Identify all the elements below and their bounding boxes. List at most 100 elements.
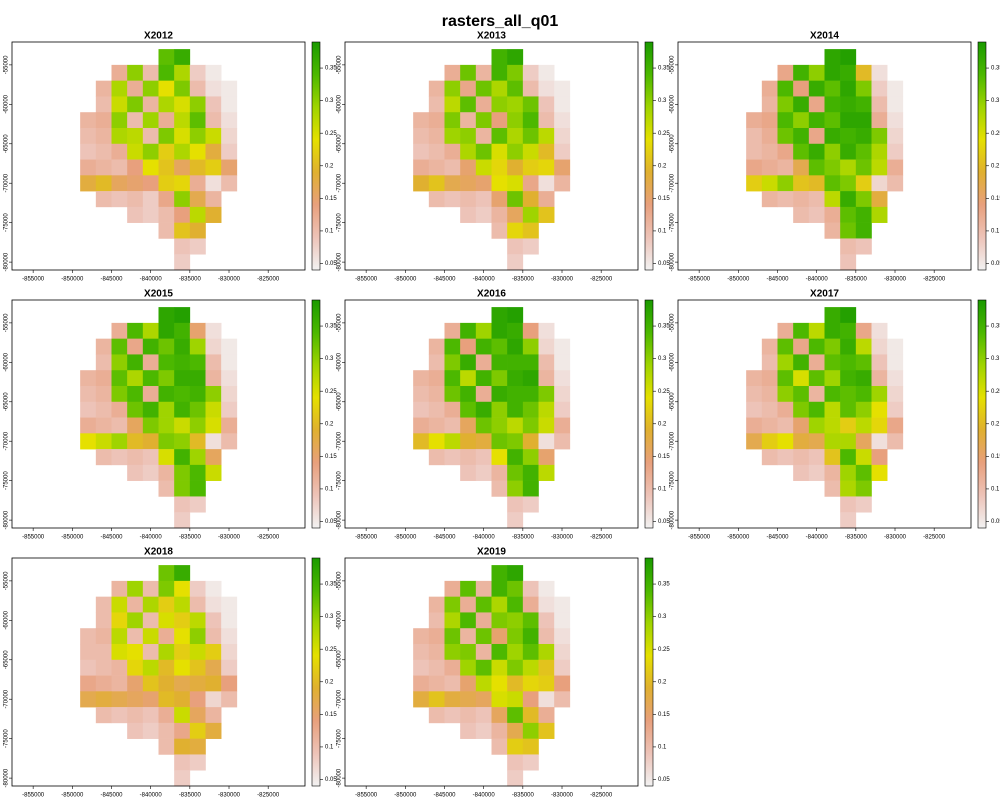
raster-cell <box>221 596 238 613</box>
raster-cell <box>824 338 841 355</box>
raster-cell <box>460 338 477 355</box>
raster-cell <box>871 159 888 176</box>
raster-cell <box>855 449 872 466</box>
colorbar-tick-label: 0.1 <box>325 486 334 492</box>
y-tick-label: -65000 <box>337 650 343 669</box>
x-tick-label: -830000 <box>218 535 241 541</box>
y-tick-label: -55000 <box>337 571 343 590</box>
y-tick-label: -80000 <box>4 510 10 529</box>
raster-cell <box>158 191 175 208</box>
panel: X2015 -855000 -850000 -845000 -840000 -835000… <box>4 289 338 541</box>
colorbar-tick-label: 0.25 <box>658 131 670 137</box>
raster-cell <box>127 354 144 371</box>
raster-cell <box>189 143 206 160</box>
raster-cell <box>824 143 841 160</box>
raster-cell <box>871 322 888 339</box>
raster-cell <box>475 143 492 160</box>
colorbar-tick-label: 0.05 <box>325 777 337 783</box>
raster-cell <box>491 659 508 676</box>
colorbar-tick-label: 0.2 <box>991 163 1000 169</box>
raster-cell <box>475 628 492 645</box>
raster-cell <box>174 722 191 739</box>
raster-cell <box>522 596 539 613</box>
raster-cell <box>460 127 477 145</box>
raster-cell <box>538 159 555 176</box>
raster-cell <box>174 643 191 661</box>
raster-cell <box>491 143 508 160</box>
raster-cell <box>507 565 524 582</box>
x-tick-label: -830000 <box>884 535 907 541</box>
x-tick-label: -850000 <box>727 277 750 283</box>
raster-cell <box>174 143 191 160</box>
x-tick-label: -855000 <box>355 535 378 541</box>
colorbar-tick-label: 0.1 <box>325 744 334 750</box>
x-tick-label: -850000 <box>61 535 84 541</box>
raster-cell <box>221 159 238 176</box>
raster-cell <box>428 612 445 629</box>
raster-cell <box>127 612 144 629</box>
plot-frame <box>344 41 639 271</box>
raster-cell <box>840 143 857 160</box>
raster-cell <box>111 596 128 613</box>
raster-cell <box>205 612 222 629</box>
raster-cell <box>189 675 206 692</box>
raster-cell <box>444 401 461 418</box>
raster-cell <box>538 722 555 739</box>
colorbar-tick-label: 0.1 <box>658 228 667 234</box>
raster-cell <box>793 112 810 129</box>
x-tick-label: -855000 <box>688 277 711 283</box>
y-tick-label: -55000 <box>337 313 343 332</box>
raster-cell <box>522 496 539 513</box>
colorbar-tick-label: 0.15 <box>658 712 670 718</box>
raster-cell <box>174 596 191 613</box>
raster-cell <box>808 96 825 113</box>
raster-cell <box>507 464 524 481</box>
raster-cell <box>444 675 461 692</box>
raster-cell <box>855 338 872 355</box>
colorbar-tick-label: 0.05 <box>325 261 337 267</box>
raster-cell <box>491 127 508 145</box>
raster-cell <box>824 417 841 434</box>
raster-cell <box>507 738 524 755</box>
raster-cell <box>221 433 238 450</box>
raster-cell <box>761 127 778 145</box>
raster-cell <box>95 401 112 418</box>
raster-cell <box>428 643 445 661</box>
figure-title: rasters_all_q01 <box>442 13 559 30</box>
raster-cell <box>189 175 206 192</box>
raster-cell <box>221 612 238 629</box>
colorbar-tick-label: 0.3 <box>325 98 334 104</box>
raster-cell <box>522 612 539 629</box>
raster-cell <box>142 80 159 97</box>
raster-cell <box>507 433 524 450</box>
raster-cell <box>824 385 841 403</box>
raster-cell <box>491 480 508 497</box>
raster-cell <box>189 64 206 81</box>
raster-cell <box>111 612 128 629</box>
y-tick-label: -65000 <box>4 392 10 411</box>
plot-frame <box>11 557 306 787</box>
raster-cell <box>808 322 825 339</box>
raster-cell <box>522 643 539 661</box>
raster-cell <box>460 464 477 481</box>
raster-cell <box>746 143 763 160</box>
x-tick-label: -835000 <box>845 535 868 541</box>
raster-cell <box>111 322 128 339</box>
raster-cell <box>538 80 555 97</box>
y-tick-label: -70000 <box>337 173 343 192</box>
raster-cell <box>95 628 112 645</box>
raster-cell <box>538 659 555 676</box>
raster-cell <box>554 675 571 692</box>
raster-cell <box>205 628 222 645</box>
raster-cell <box>158 596 175 613</box>
raster-cell <box>205 206 222 223</box>
raster-cell <box>111 80 128 97</box>
x-tick-label: -840000 <box>806 277 829 283</box>
raster-cell <box>142 628 159 645</box>
raster-cell <box>507 675 524 692</box>
raster-cell <box>111 643 128 661</box>
raster-cell <box>95 191 112 208</box>
raster-cell <box>142 175 159 192</box>
raster-cell <box>205 175 222 192</box>
raster-cell <box>746 370 763 387</box>
